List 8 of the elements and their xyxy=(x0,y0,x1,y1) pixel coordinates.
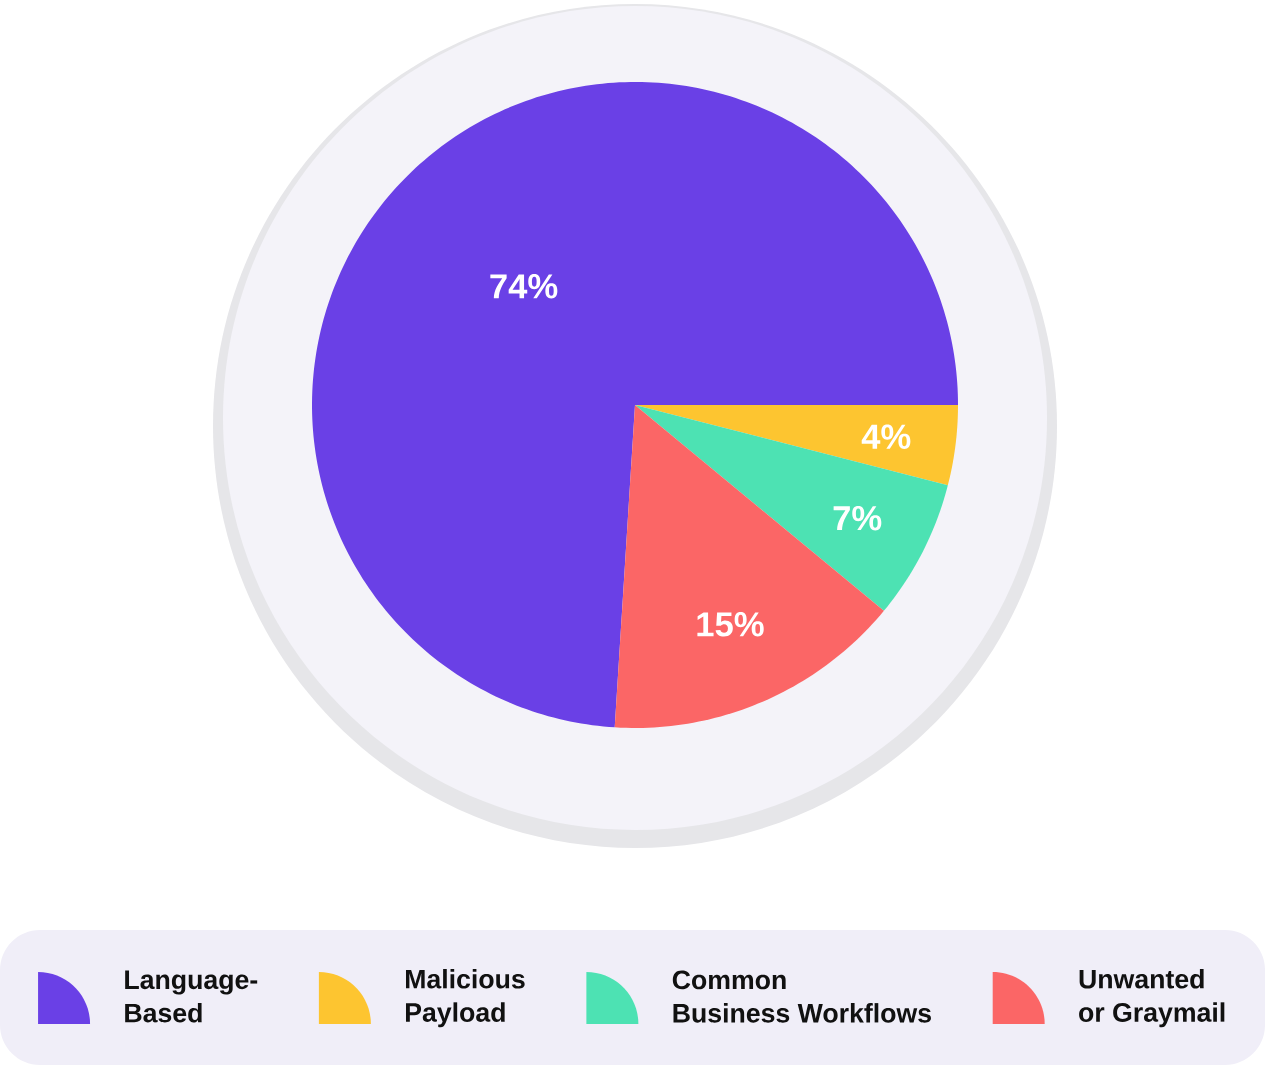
legend-label: Language-Based xyxy=(125,970,258,1023)
legend-label: Common Business Workflows xyxy=(672,970,931,1023)
legend-label: Malicious Payload xyxy=(405,968,525,1028)
legend-label: Unwanted or Graymail xyxy=(1079,968,1225,1028)
data-label: 15% xyxy=(697,612,764,637)
data-label: 7% xyxy=(833,505,882,531)
data-label: 74% xyxy=(490,274,558,299)
data-label: 4% xyxy=(861,424,911,449)
